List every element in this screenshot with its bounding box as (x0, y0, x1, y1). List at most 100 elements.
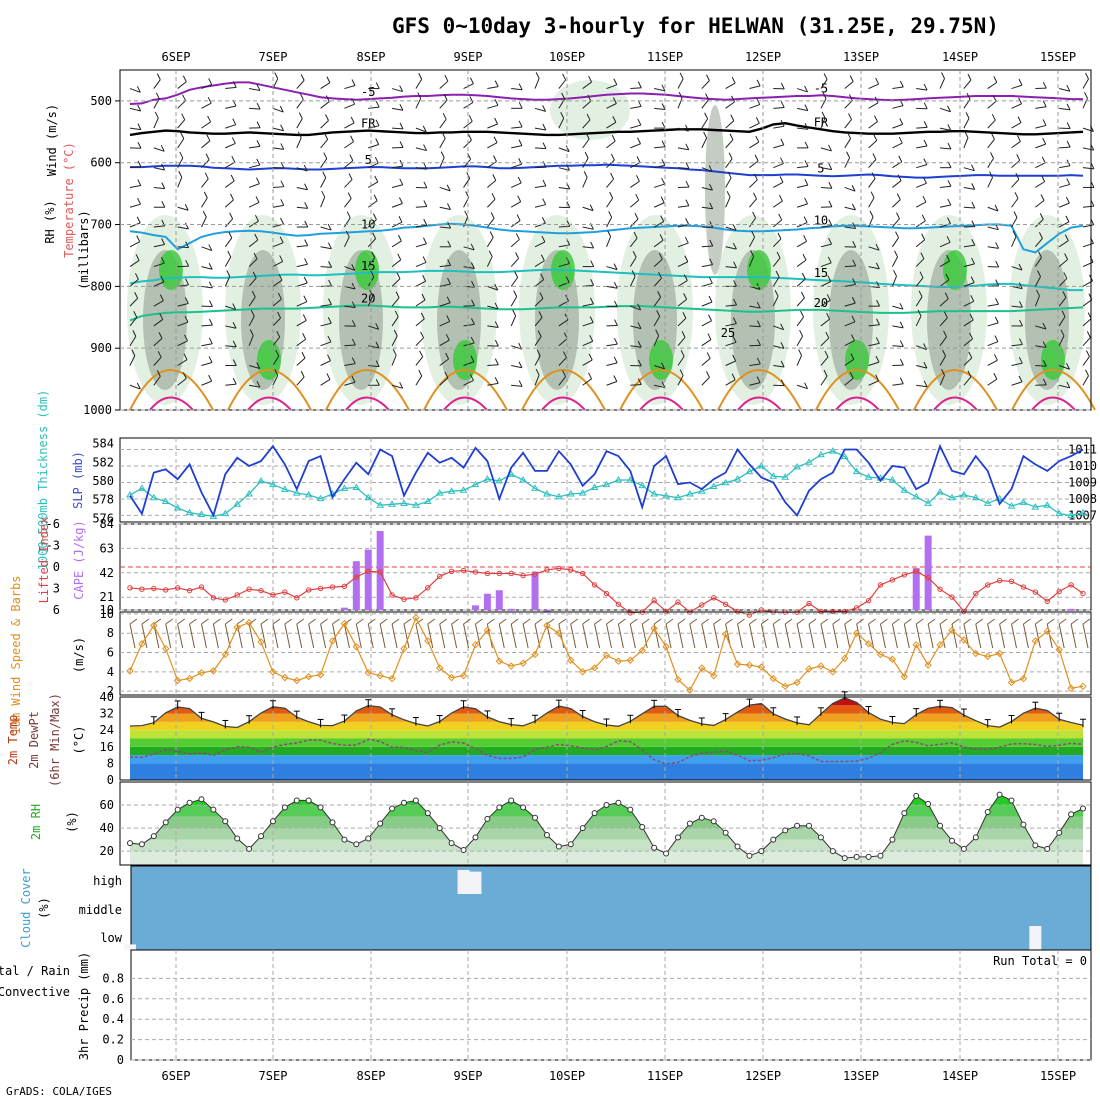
upper-wind-barb-flag (542, 105, 547, 112)
upper-wind-barb-flag (705, 74, 710, 81)
upper-wind-barb-flag (1041, 175, 1046, 182)
upper-wind-barb-flag (728, 152, 733, 159)
upper-wind-barb-flag (351, 301, 356, 308)
upper-wind-barb-flag (969, 332, 973, 340)
upper-wind-barb (701, 206, 713, 210)
upper-wind-barb-flag (298, 112, 303, 119)
upper-wind-barb-flag (852, 259, 857, 267)
thickness-point (257, 476, 265, 484)
upper-wind-barb (629, 276, 636, 287)
upper-wind-barb-flag (946, 254, 951, 262)
upper-wind-barb-flag (637, 359, 642, 367)
wind10-point (864, 640, 873, 648)
rh2m-point (222, 818, 229, 825)
upper-wind-barb (916, 88, 928, 91)
upper-wind-barb (773, 345, 785, 349)
upper-wind-barb-flag (848, 94, 853, 101)
upper-wind-barb-flag (304, 220, 309, 228)
upper-wind-barb-flag (161, 163, 166, 171)
li-point (234, 592, 240, 598)
upper-wind-barb-flag (398, 197, 403, 204)
upper-wind-barb (868, 83, 879, 90)
upper-wind-barb-flag (776, 251, 781, 259)
wind10-barb-flag (749, 618, 757, 625)
upper-wind-barb-flag (923, 139, 928, 147)
upper-wind-barb (939, 317, 948, 327)
panel-frame (119, 781, 1092, 866)
upper-wind-barb (820, 299, 831, 307)
upper-wind-barb-flag (158, 332, 163, 339)
thickness-point (233, 500, 242, 507)
upper-wind-barb (1058, 297, 1067, 307)
upper-wind-barb (249, 88, 261, 91)
upper-wind-barb (153, 225, 165, 228)
upper-wind-barb-flag (565, 276, 570, 283)
upper-wind-barb-flag (823, 73, 828, 80)
upper-wind-barb (796, 240, 807, 248)
upper-wind-barb (820, 79, 828, 89)
upper-wind-barb (296, 245, 308, 248)
upper-wind-barb-flag (1037, 270, 1041, 277)
upper-wind-barb (749, 363, 761, 366)
bottom-date-label: 7SEP (259, 1069, 288, 1083)
wind10-barb-flag (189, 618, 197, 625)
upper-wind-barb (1035, 364, 1047, 367)
upper-wind-barb (249, 145, 261, 149)
upper-wind-barb-flag (227, 250, 232, 258)
upper-wind-barb-flag (349, 154, 354, 161)
rh2m-point (198, 796, 205, 803)
wind10-point (1043, 627, 1051, 636)
top-date-axis: 6SEP 7SEP 8SEP 9SEP 10SEP 11SEP 12SEP 13SEP 14SE… (162, 50, 1077, 64)
upper-wind-barb-flag (397, 253, 402, 261)
upper-wind-barb-flag (964, 131, 969, 138)
upper-wind-barb-flag (1042, 81, 1047, 89)
thickness-point (435, 489, 444, 496)
upper-wind-barb-flag (445, 333, 450, 341)
rh-shade-moist (845, 340, 869, 380)
upper-wind-barb-flag (775, 270, 780, 278)
wind10-barb (665, 623, 672, 649)
upper-wind-barb (987, 322, 999, 327)
upper-wind-barb-flag (828, 237, 833, 245)
upper-wind-barb-flag (300, 74, 305, 81)
upper-wind-barb-flag (446, 184, 451, 192)
thickness-tick-label: 576 (92, 511, 114, 525)
upper-wind-barb-flag (1085, 72, 1089, 80)
li-point (448, 568, 455, 574)
rh2m-point (663, 850, 670, 857)
upper-wind-barb-flag (132, 330, 137, 337)
thickness-point (292, 489, 301, 496)
upper-wind-barb-flag (249, 329, 254, 336)
upper-wind-barb-flag (919, 271, 924, 278)
upper-wind-barb (391, 203, 403, 208)
upper-wind-barb (320, 304, 332, 307)
upper-wind-barb (510, 315, 517, 327)
upper-wind-barb-flag (515, 233, 520, 240)
wind10-barb-flag (141, 618, 150, 625)
thickness-point (709, 482, 718, 490)
upper-wind-barb-flag (685, 124, 689, 132)
upper-wind-barb (915, 296, 923, 307)
thickness-point (614, 476, 623, 483)
upper-wind-barb-flag (755, 135, 760, 143)
upper-wind-barb-flag (733, 280, 738, 287)
upper-wind-barb (725, 82, 736, 89)
wind10-point (638, 646, 646, 655)
wind10-point (745, 661, 754, 669)
upper-wind-barb (582, 322, 594, 327)
upper-wind-barb-flag (351, 338, 356, 346)
upper-wind-barb-flag (635, 193, 640, 201)
thickness-point (948, 493, 956, 501)
upper-wind-barb (1011, 141, 1021, 149)
upper-wind-barb-flag (1039, 213, 1044, 220)
upper-wind-barb (296, 301, 308, 307)
upper-wind-barb (701, 118, 709, 129)
upper-wind-barb (272, 147, 284, 150)
upper-wind-barb-flag (488, 250, 493, 257)
upper-wind-barb-flag (1066, 122, 1071, 129)
upper-wind-barb-flag (251, 290, 256, 298)
upper-wind-barb-flag (655, 329, 660, 336)
upper-wind-barb-flag (184, 315, 189, 323)
upper-wind-barb-flag (178, 171, 183, 178)
upper-wind-barb (606, 285, 618, 289)
